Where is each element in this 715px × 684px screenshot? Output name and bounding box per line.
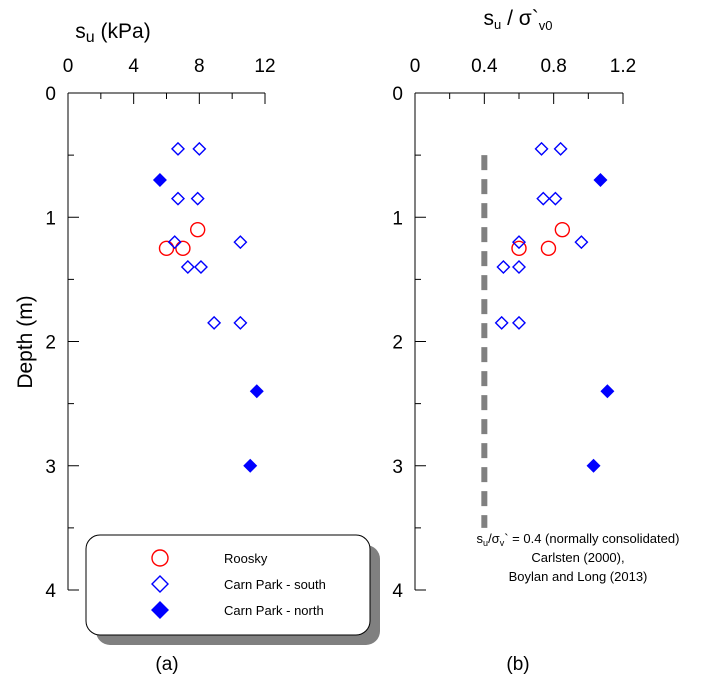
point-carn-park-south — [233, 315, 248, 330]
y-tick-label: 2 — [45, 333, 56, 354]
point-carn-park-south — [574, 235, 589, 250]
panel-a-ylabel: Depth (m) — [14, 295, 37, 388]
x-tick-label: 0 — [410, 56, 421, 77]
point-roosky — [554, 221, 571, 238]
point-carn-park-south — [171, 141, 185, 156]
point-carn-park-south — [553, 141, 568, 156]
panel-b-annotation-line1: su/σv` = 0.4 (normally consolidated) — [477, 531, 680, 548]
point-carn-park-south — [180, 259, 195, 274]
point-carn-park-north — [243, 458, 258, 473]
panel-b: su / σ`v0 0 0.4 0.8 1.2 0 1 2 3 4 su/σv` = 0.4 (… — [392, 7, 679, 675]
panel-b-annotation-line2: Carlsten (2000), — [531, 550, 624, 565]
legend-south-label: Carn Park - south — [224, 577, 326, 592]
point-carn-park-north — [593, 172, 608, 187]
x-tick-label: 8 — [194, 56, 205, 77]
y-tick-label: 0 — [392, 84, 403, 105]
point-carn-park-south — [536, 191, 551, 206]
x-tick-label: 4 — [128, 56, 139, 77]
point-carn-park-south — [192, 141, 207, 156]
panel-a-xlabel: su (kPa) — [75, 20, 150, 46]
x-tick-label: 0 — [63, 56, 74, 77]
point-carn-park-south — [512, 259, 526, 274]
legend-north-label: Carn Park - north — [224, 603, 324, 618]
y-tick-label: 1 — [45, 208, 56, 229]
point-carn-park-south — [512, 235, 526, 250]
point-roosky — [189, 221, 206, 238]
x-tick-label: 12 — [254, 56, 275, 77]
panel-b-xlabel: su / σ`v0 — [484, 7, 553, 33]
legend-roosky-label: Roosky — [224, 551, 268, 566]
point-carn-park-south — [207, 315, 222, 330]
y-tick-label: 4 — [45, 581, 56, 602]
point-carn-park-north — [152, 172, 167, 187]
panel-b-axes: 0 0.4 0.8 1.2 0 1 2 3 4 — [392, 56, 636, 602]
point-carn-park-south — [494, 315, 509, 330]
point-carn-park-north — [586, 458, 601, 473]
point-carn-park-south — [496, 259, 511, 274]
point-carn-park-south — [512, 315, 526, 330]
y-tick-label: 2 — [392, 333, 403, 354]
x-tick-label: 1.2 — [610, 56, 636, 77]
point-carn-park-south — [233, 235, 248, 250]
panel-a-marks — [152, 141, 264, 473]
point-carn-park-south — [171, 191, 185, 206]
legend-south-marker — [151, 575, 169, 593]
y-tick-label: 1 — [392, 208, 403, 229]
x-tick-label: 0.4 — [471, 56, 498, 77]
y-tick-label: 4 — [392, 581, 403, 602]
point-roosky — [511, 240, 527, 257]
panel-b-annotation-line3: Boylan and Long (2013) — [509, 569, 648, 584]
legend-roosky-marker — [151, 549, 169, 567]
legend-north-marker — [151, 601, 169, 619]
point-carn-park-south — [548, 191, 563, 206]
y-tick-label: 0 — [45, 84, 56, 105]
point-carn-park-north — [249, 384, 264, 399]
x-tick-label: 0.8 — [540, 56, 566, 77]
panel-a-label: (a) — [155, 654, 178, 675]
y-tick-label: 3 — [392, 457, 403, 478]
point-roosky — [175, 240, 191, 257]
point-carn-park-north — [600, 384, 615, 399]
panel-b-marks — [494, 141, 615, 473]
point-roosky — [540, 240, 557, 257]
legend: Roosky Carn Park - south Carn Park - nor… — [85, 534, 380, 645]
point-roosky — [158, 240, 175, 257]
y-tick-label: 3 — [45, 457, 56, 478]
point-carn-park-south — [190, 191, 205, 206]
panel-b-label: (b) — [506, 654, 529, 675]
point-carn-park-south — [193, 259, 208, 274]
point-carn-park-south — [534, 141, 549, 156]
point-carn-park-south — [167, 235, 182, 250]
